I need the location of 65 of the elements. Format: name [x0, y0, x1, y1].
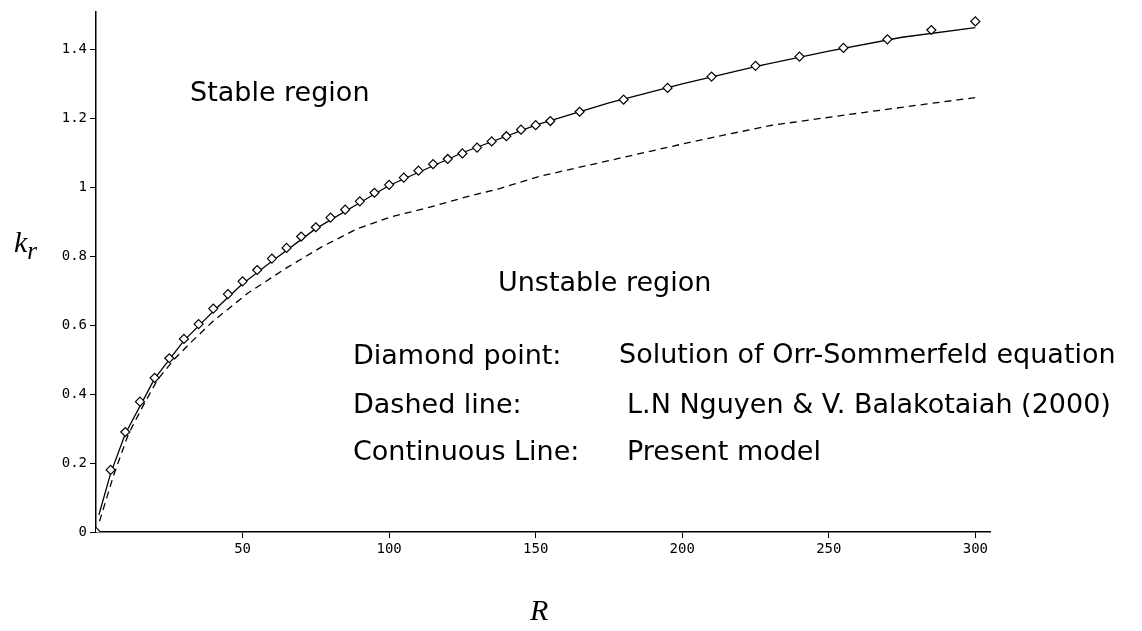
- point: [164, 353, 175, 364]
- point: [530, 120, 541, 131]
- point: [427, 159, 439, 170]
- point: [325, 212, 336, 223]
- point: [281, 242, 292, 254]
- point: [442, 153, 453, 165]
- x-axis-title: R: [530, 593, 549, 627]
- point: [457, 148, 468, 159]
- x-tick-label: 300: [962, 540, 988, 557]
- point: [618, 94, 629, 105]
- point: [354, 196, 365, 207]
- annotation: Present model: [627, 435, 821, 466]
- point: [237, 276, 248, 287]
- annotation: Continuous Line:: [353, 435, 580, 466]
- point: [340, 204, 351, 215]
- annotation: Solution of Orr-Sommerfeld equation: [619, 338, 1116, 369]
- annotation: Diamond point:: [353, 339, 562, 370]
- point: [222, 289, 233, 300]
- y-axis-title: k$_{r}$: [14, 225, 38, 265]
- point: [501, 131, 512, 142]
- point: [208, 303, 219, 314]
- point: [252, 264, 263, 276]
- point: [515, 124, 527, 135]
- y-tick-label: 1.4: [61, 39, 87, 56]
- x-tick-label: 150: [523, 540, 549, 557]
- y-tick-label: 1.2: [61, 108, 87, 125]
- point: [926, 24, 937, 36]
- point: [178, 333, 190, 345]
- point: [794, 51, 805, 62]
- point: [134, 396, 146, 407]
- y-tick-label: 0.8: [61, 246, 87, 263]
- x-tick-label: 200: [669, 540, 695, 557]
- point: [149, 372, 160, 383]
- annotation: Unstable region: [498, 266, 712, 297]
- point: [398, 172, 409, 183]
- point: [369, 187, 380, 198]
- y-tick-label: 0: [78, 522, 87, 539]
- y-tick-label: 0.2: [61, 453, 87, 470]
- point: [838, 42, 849, 54]
- point: [266, 253, 277, 264]
- y-tick-label: 0.6: [61, 315, 87, 332]
- y-tick-label: 0.4: [61, 384, 87, 401]
- point: [471, 142, 483, 153]
- annotation: Stable region: [190, 76, 370, 107]
- y-tick-label: 1: [78, 177, 87, 194]
- point: [120, 426, 131, 438]
- point: [384, 179, 395, 190]
- annotation: Dashed line:: [353, 388, 522, 419]
- point: [662, 82, 673, 94]
- x-tick-label: 100: [376, 540, 402, 557]
- x-tick-label: 50: [234, 540, 251, 557]
- point: [970, 16, 981, 27]
- point: [193, 319, 204, 330]
- point: [486, 136, 497, 147]
- point: [413, 165, 424, 176]
- point: [882, 34, 893, 45]
- point: [574, 106, 585, 117]
- point: [105, 464, 116, 476]
- point: [706, 71, 717, 82]
- point: [296, 231, 307, 242]
- point: [545, 115, 556, 127]
- annotation: L.N Nguyen & V. Balakotaiah (2000): [627, 388, 1111, 419]
- point: [750, 60, 761, 71]
- x-tick-label: 250: [816, 540, 842, 557]
- point: [310, 222, 321, 233]
